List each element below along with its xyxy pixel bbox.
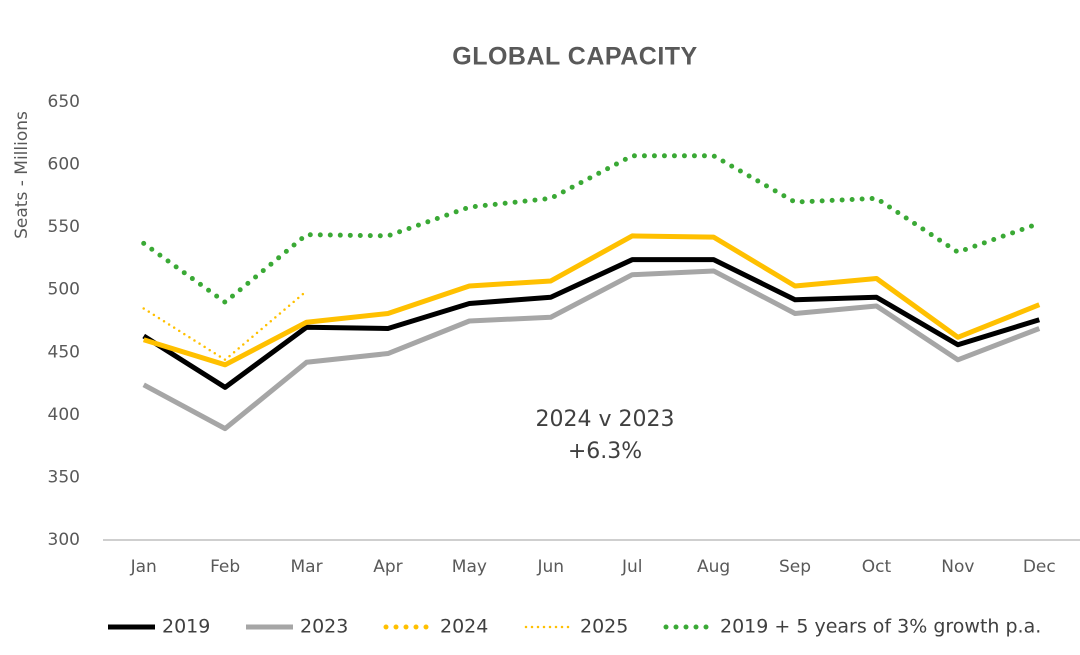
series-line [142,233,1041,368]
series-line [142,257,1041,390]
y-tick-label: 650 [48,92,80,112]
annotation: 2024 v 2023 [536,407,675,432]
y-tick-label: 600 [48,155,80,175]
y-tick-label: 350 [48,467,80,487]
y-axis-label: Seats - Millions [12,111,32,239]
x-tick-label: Dec [1023,557,1056,577]
legend-label: 2025 [580,616,628,638]
x-tick-label: Mar [291,557,323,577]
legend-label: 2023 [300,616,348,638]
chart-title: GLOBAL CAPACITY [452,43,697,71]
x-tick-label: Oct [862,557,892,577]
y-tick-label: 450 [48,342,80,362]
x-tick-label: Aug [697,557,730,577]
y-tick-label: 300 [48,530,80,550]
annotation: +6.3% [568,439,642,464]
x-tick-label: May [452,557,487,577]
legend-label: 2019 [162,616,210,638]
y-tick-label: 500 [48,280,80,300]
series-line [142,268,1041,432]
x-tick-label: Nov [941,557,974,577]
legend-label: 2024 [440,616,488,638]
series-line [142,289,308,362]
x-tick-label: Jun [537,557,565,577]
x-tick-label: Feb [210,557,240,577]
x-tick-label: Apr [373,557,402,577]
y-tick-label: 550 [48,217,80,237]
series-line [141,153,1042,306]
x-tick-label: Jul [621,557,643,577]
legend-label: 2019 + 5 years of 3% growth p.a. [720,616,1041,638]
y-tick-label: 400 [48,405,80,425]
x-tick-label: Jan [130,557,157,577]
x-tick-label: Sep [779,557,811,577]
